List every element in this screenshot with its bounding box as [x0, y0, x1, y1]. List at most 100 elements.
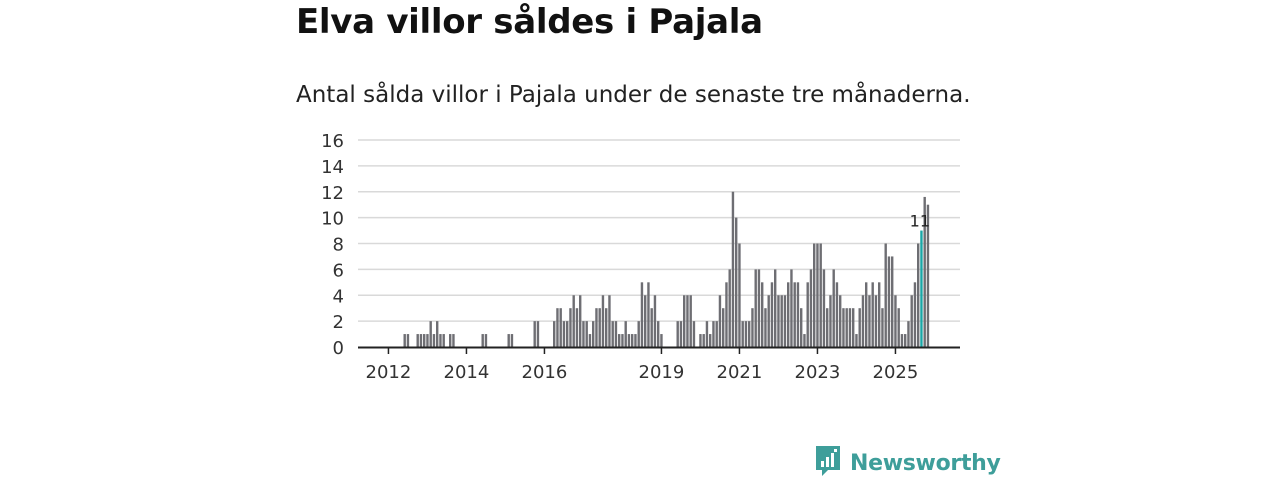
bar — [917, 243, 920, 347]
bar — [822, 269, 826, 348]
bar — [507, 334, 510, 347]
bar — [865, 282, 868, 347]
bar — [842, 308, 845, 347]
y-tick-label: 6 — [333, 260, 344, 281]
bar — [910, 295, 913, 347]
bar — [790, 269, 793, 348]
bar — [702, 334, 705, 347]
bar — [533, 321, 536, 348]
bar — [611, 321, 614, 348]
chart-title: Elva villor såldes i Pajala — [296, 2, 763, 42]
bar — [806, 282, 809, 347]
bar — [608, 295, 611, 347]
bar — [900, 334, 904, 347]
bar — [442, 334, 445, 347]
x-tick-label: 2021 — [717, 362, 763, 383]
bar — [748, 321, 751, 348]
bar — [631, 334, 634, 347]
bar — [848, 308, 852, 347]
bar — [891, 256, 894, 347]
bar — [566, 321, 569, 348]
bar — [676, 321, 679, 348]
bar — [705, 321, 709, 348]
y-tick-label: 12 — [321, 183, 344, 204]
bar — [728, 269, 731, 348]
bar — [722, 308, 725, 347]
bar — [426, 334, 429, 347]
x-tick-label: 2016 — [522, 362, 568, 383]
bar — [725, 282, 728, 347]
bar — [793, 282, 796, 347]
bar — [923, 196, 926, 347]
bar — [796, 282, 800, 347]
y-tick-label: 14 — [321, 157, 344, 178]
bar — [735, 217, 738, 348]
bar — [650, 308, 653, 347]
bar — [770, 282, 774, 347]
bar — [887, 256, 891, 347]
chart-subtitle: Antal sålda villor i Pajala under de sen… — [296, 82, 971, 108]
bar — [803, 334, 806, 347]
newsworthy-logo-icon — [814, 444, 842, 482]
bar — [592, 321, 595, 348]
bars — [403, 191, 930, 348]
bar — [582, 321, 585, 348]
bar — [679, 321, 683, 348]
bar — [852, 308, 855, 347]
bar — [783, 295, 787, 347]
bar — [787, 282, 790, 347]
bar — [605, 308, 608, 347]
x-tick-label: 2025 — [873, 362, 919, 383]
bar — [845, 308, 848, 347]
bar — [423, 334, 426, 347]
bar — [819, 243, 822, 347]
y-axis-ticks: 0 2 4 6 8 10 12 14 16 — [321, 131, 344, 359]
bar — [621, 334, 624, 347]
bar — [686, 295, 689, 347]
bar — [894, 295, 897, 347]
bar — [575, 308, 579, 347]
newsworthy-logo-text: Newsworthy — [850, 450, 1001, 476]
bar — [874, 295, 878, 347]
bar — [588, 334, 592, 347]
bar — [800, 308, 803, 347]
bar — [744, 321, 748, 348]
bar — [553, 321, 556, 348]
bar — [683, 295, 686, 347]
bar — [689, 295, 692, 347]
bar — [562, 321, 566, 348]
bar — [644, 295, 647, 347]
bar — [536, 321, 540, 348]
bar — [692, 321, 696, 348]
grid-lines — [358, 139, 960, 322]
bar — [777, 295, 780, 347]
bar — [868, 295, 871, 347]
bar — [761, 282, 764, 347]
bar — [419, 334, 423, 347]
bar — [637, 321, 640, 348]
bar — [618, 334, 621, 347]
bar — [774, 269, 777, 348]
bar — [839, 295, 842, 347]
bar — [907, 321, 910, 348]
bar — [913, 282, 917, 347]
bar — [403, 334, 406, 347]
bar — [780, 295, 783, 347]
newsworthy-logo: Newsworthy — [814, 444, 1001, 482]
bar — [416, 334, 419, 347]
bar — [835, 282, 839, 347]
bar — [871, 282, 874, 347]
x-tick-label: 2023 — [795, 362, 841, 383]
bar — [709, 334, 712, 347]
bar — [926, 204, 930, 347]
bar — [884, 243, 887, 347]
bar — [878, 282, 881, 347]
bar-highlight — [920, 230, 923, 347]
bar — [731, 191, 735, 347]
bar — [510, 334, 514, 347]
y-tick-label: 4 — [333, 286, 344, 307]
bar — [627, 334, 631, 347]
bar — [764, 308, 767, 347]
bar — [754, 269, 757, 348]
